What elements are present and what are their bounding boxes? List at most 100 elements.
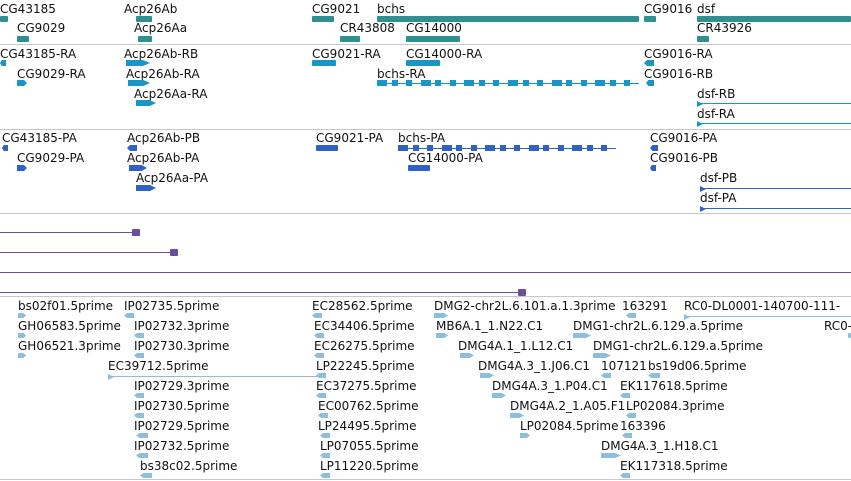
feature-label[interactable]: EC34406.5prime	[314, 319, 415, 333]
feature-bar[interactable]	[697, 121, 851, 127]
feature-label[interactable]: IP02729.5prime	[134, 419, 230, 433]
feature-bar[interactable]	[129, 165, 147, 171]
feature-bar[interactable]	[406, 36, 460, 42]
feature-bar[interactable]	[17, 80, 27, 86]
feature-bar[interactable]	[460, 353, 474, 358]
feature-label[interactable]: DMG1-chr2L.6.129.a.5prime	[593, 339, 764, 353]
feature-bar[interactable]	[620, 473, 630, 478]
feature-bar[interactable]	[312, 60, 336, 66]
feature-label[interactable]: CG9021	[312, 2, 361, 16]
feature-label[interactable]: dsf-RB	[697, 87, 736, 101]
feature-bar[interactable]	[124, 313, 134, 318]
feature-label[interactable]: bs19d06.5prime	[648, 359, 747, 373]
feature-label[interactable]: Acp26Aa-RA	[134, 87, 208, 101]
feature-bar[interactable]	[18, 333, 26, 338]
feature-bar[interactable]	[314, 333, 324, 338]
feature-bar[interactable]	[0, 60, 6, 66]
feature-bar[interactable]	[320, 473, 330, 478]
feature-bar[interactable]	[408, 165, 430, 171]
feature-bar[interactable]	[134, 333, 144, 338]
feature-label[interactable]: bchs-RA	[377, 67, 426, 81]
feature-bar[interactable]	[316, 393, 326, 398]
feature-label[interactable]: Acp26Ab-PB	[127, 131, 201, 145]
feature-bar[interactable]	[134, 393, 144, 398]
feature-bar[interactable]	[316, 145, 338, 151]
feature-bar[interactable]	[626, 313, 636, 318]
alignment-line[interactable]	[0, 232, 140, 233]
feature-label[interactable]: CG9016-PB	[650, 151, 719, 165]
feature-label[interactable]: CG9016-RB	[644, 67, 714, 81]
feature-bar[interactable]	[136, 433, 148, 438]
feature-label[interactable]: CR43926	[697, 21, 752, 35]
feature-bar[interactable]	[136, 453, 148, 458]
feature-bar[interactable]	[138, 36, 152, 42]
feature-label[interactable]: Acp26Ab-PA	[127, 151, 200, 165]
feature-bar[interactable]	[684, 314, 851, 320]
feature-label[interactable]: Acp26Ab-RB	[124, 47, 199, 61]
feature-bar[interactable]	[700, 206, 851, 212]
feature-label[interactable]: EK117618.5prime	[620, 379, 728, 393]
feature-label[interactable]: CG14000	[406, 21, 462, 35]
feature-label[interactable]: DMG4A.1_1.L12.C1	[458, 339, 574, 353]
feature-label[interactable]: dsf-PA	[700, 191, 737, 205]
feature-label[interactable]: EC00762.5prime	[318, 399, 419, 413]
feature-label[interactable]: LP11220.5prime	[320, 459, 419, 473]
feature-bar[interactable]	[406, 60, 440, 66]
feature-label[interactable]: DMG4A.3_1.P04.C1	[492, 379, 608, 393]
feature-label[interactable]: bs02f01.5prime	[18, 299, 114, 313]
feature-bar[interactable]	[377, 16, 639, 22]
feature-label[interactable]: IP02732.3prime	[134, 319, 230, 333]
feature-label[interactable]: bs38c02.5prime	[140, 459, 238, 473]
feature-bar[interactable]	[340, 36, 360, 42]
feature-label[interactable]: 163396	[620, 419, 666, 433]
feature-bar[interactable]	[312, 16, 334, 22]
feature-label[interactable]: 163291	[622, 299, 668, 313]
feature-bar[interactable]	[648, 373, 660, 378]
feature-label[interactable]: 107121	[601, 359, 647, 373]
feature-bar[interactable]	[601, 373, 611, 378]
feature-bar[interactable]	[18, 313, 26, 318]
feature-bar[interactable]	[126, 60, 150, 66]
feature-label[interactable]: LP02084.3prime	[626, 399, 725, 413]
feature-bar[interactable]	[848, 333, 851, 338]
feature-label[interactable]: LP07055.5prime	[320, 439, 419, 453]
feature-bar[interactable]	[697, 36, 709, 42]
feature-label[interactable]: CG14000-RA	[406, 47, 483, 61]
feature-label[interactable]: DMG4A.2_1.A05.F1	[510, 399, 626, 413]
feature-label[interactable]: DMG1-chr2L.6.129.a.5prime	[573, 319, 744, 333]
feature-label[interactable]: EC28562.5prime	[312, 299, 413, 313]
feature-label[interactable]: LP22245.5prime	[316, 359, 415, 373]
feature-bar[interactable]	[434, 313, 448, 318]
feature-bar[interactable]	[436, 333, 448, 338]
feature-bar[interactable]	[2, 145, 8, 151]
feature-bar[interactable]	[377, 80, 639, 86]
feature-bar[interactable]	[593, 353, 611, 358]
feature-label[interactable]: LP02084.5prime	[520, 419, 619, 433]
feature-label[interactable]: CG9016	[644, 2, 693, 16]
feature-bar[interactable]	[620, 393, 630, 398]
feature-label[interactable]: CG43185-RA	[0, 47, 77, 61]
feature-label[interactable]: CG9021-RA	[312, 47, 381, 61]
feature-bar[interactable]	[626, 413, 636, 418]
feature-label[interactable]: RC0-	[824, 319, 851, 333]
feature-bar[interactable]	[318, 413, 328, 418]
feature-bar[interactable]	[480, 373, 494, 378]
feature-bar[interactable]	[646, 80, 654, 86]
feature-bar[interactable]	[320, 433, 330, 438]
feature-bar[interactable]	[17, 36, 29, 42]
feature-bar[interactable]	[644, 60, 654, 66]
feature-label[interactable]: bchs-PA	[398, 131, 446, 145]
feature-bar[interactable]	[520, 433, 530, 438]
feature-bar[interactable]	[622, 433, 632, 438]
feature-bar[interactable]	[17, 165, 27, 171]
feature-bar[interactable]	[134, 413, 144, 418]
feature-label[interactable]: CG9016-PA	[650, 131, 718, 145]
feature-label[interactable]: CG9021-PA	[316, 131, 384, 145]
feature-bar[interactable]	[601, 453, 621, 458]
feature-label[interactable]: CG43185	[0, 2, 56, 16]
feature-label[interactable]: EC39712.5prime	[108, 359, 209, 373]
feature-bar[interactable]	[700, 186, 851, 192]
feature-bar[interactable]	[314, 353, 324, 358]
feature-bar[interactable]	[644, 16, 656, 22]
feature-label[interactable]: IP02730.5prime	[134, 399, 230, 413]
